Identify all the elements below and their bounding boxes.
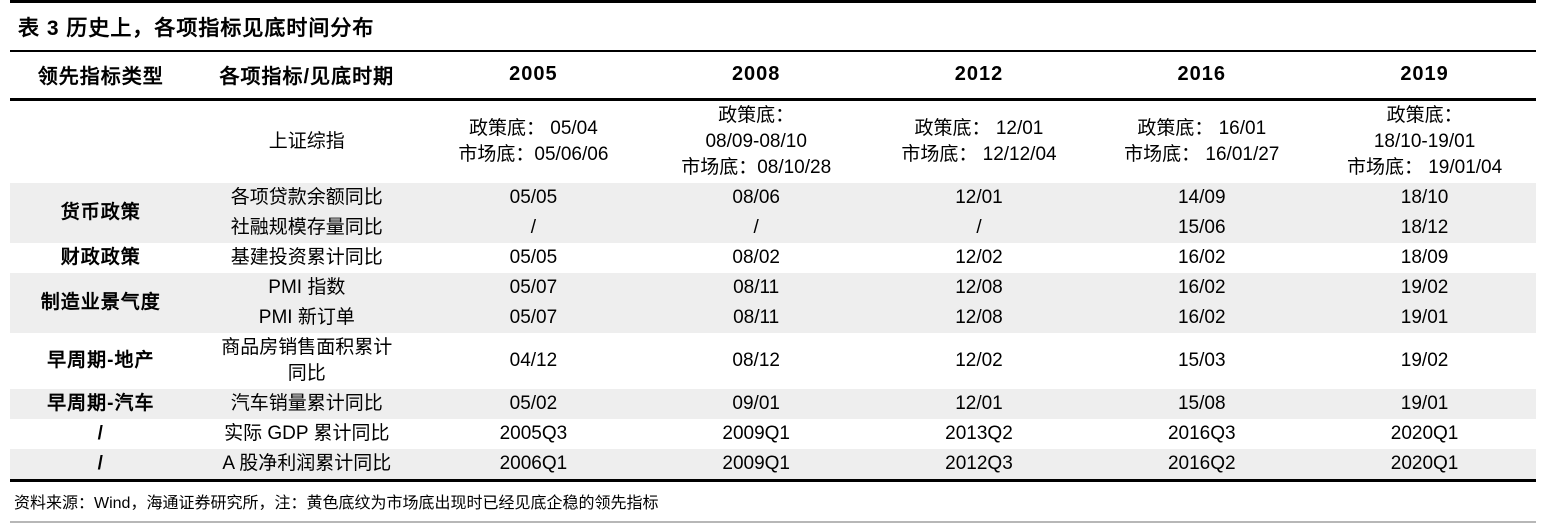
value-cell: 12/01 [867,183,1091,213]
column-header: 2005 [422,52,645,101]
table-row: 制造业景气度 PMI 指数 05/07 08/11 12/08 16/02 19/02 [10,273,1536,333]
value-cell: 政策底： 16/01 市场底： 16/01/27 [1124,118,1280,165]
value-cell: 16/02 [1090,303,1314,333]
column-header: 2016 [1090,52,1314,101]
table-row: / A 股净利润累计同比 2006Q1 2009Q1 2012Q3 2016Q2 2020Q… [10,449,1536,481]
value-cell: 2005Q3 [499,423,568,444]
value-cell: 08/06 [644,183,868,213]
value-cell: 政策底： 12/01 市场底： 12/12/04 [901,118,1057,165]
table-row: / 实际 GDP 累计同比 2005Q3 2009Q1 2013Q2 2016Q3 2020… [10,419,1536,449]
table-row: 早周期-汽车 汽车销量累计同比 05/02 09/01 12/01 15/08 19/01 [10,389,1536,419]
value-cell: 2006Q1 [422,449,645,481]
value-cell: 政策底： 08/09-08/10 市场底：08/10/28 [681,105,832,178]
indicator-cell: 汽车销量累计同比 [191,389,423,419]
value-cell: 05/02 [422,389,645,419]
value-cell: 2020Q1 [1313,449,1536,481]
header-row: 领先指标类型 各项指标/见底时期 2005 2008 2012 2016 2019 [10,52,1536,101]
value-cell: 16/02 [1090,273,1314,303]
value-cell: 2012Q3 [867,449,1091,481]
value-cell: 18/09 [1400,247,1449,268]
table-title: 表 3 历史上，各项指标见底时间分布 [10,0,1536,52]
column-header: 2008 [644,52,868,101]
value-cell: 19/02 [1400,350,1449,371]
value-cell: 2016Q3 [1167,423,1236,444]
group-cell: 早周期-地产 [47,350,155,371]
column-header: 各项指标/见底时期 [191,52,423,101]
value-cell: 15/08 [1090,389,1314,419]
value-cell: 19/02 [1313,273,1536,303]
indicator-cell: 各项贷款余额同比 [191,183,423,213]
value-cell: 05/07 [422,273,645,303]
table-row: 社融规模存量同比 / //15/06 18/12 [10,213,1536,243]
table-body: 上证综指 政策底： 05/04 市场底：05/06/06 政策底： 08/09-08… [10,100,1536,481]
table-row: PMI 新订单 05/07 08/11 12/08 16/02 19/01 [10,303,1536,333]
indicator-bottom-table: 领先指标类型 各项指标/见底时期 2005 2008 2012 2016 2019 上证综指… [10,52,1536,482]
value-cell: 12/08 [867,273,1091,303]
table-row: 货币政策 各项贷款余额同比 05/05 08/06 12/01 14/09 18/10 [10,183,1536,243]
value-cell: 09/01 [644,389,868,419]
value-cell: 2009Q1 [722,423,790,444]
value-cell: 08/02 [732,247,780,268]
value-cell: 政策底： 18/10-19/01 市场底： 19/01/04 [1346,105,1503,178]
indicator-cell: 基建投资累计同比 [230,247,383,268]
value-cell: 12/02 [955,247,1003,268]
column-header: 2019 [1313,52,1536,101]
value-cell: 19/01 [1313,389,1536,419]
value-cell: 19/01 [1313,303,1536,333]
value-cell: 12/02 [955,350,1003,371]
value-cell: 2016Q2 [1090,449,1314,481]
indicator-cell: A 股净利润累计同比 [191,449,423,481]
source-note: 资料来源：Wind，海通证券研究所，注：黄色底纹为市场底出现时已经见底企稳的领先… [10,482,1536,523]
indicator-cell: 上证综指 [268,131,345,152]
value-cell: 05/07 [422,303,645,333]
value-cell: 18/10 [1313,183,1536,213]
group-cell: 财政政策 [60,247,141,268]
value-cell: 04/12 [509,350,558,371]
value-cell: 18/12 [1313,213,1536,243]
value-cell: 2013Q2 [945,423,1013,444]
value-cell: 14/09 [1090,183,1314,213]
indicator-cell: 商品房销售面积累计 同比 [221,337,393,384]
group-cell: 制造业景气度 [10,273,192,333]
column-header: 领先指标类型 [10,52,192,101]
value-cell: / [422,213,645,243]
value-cell: 15/06 [1090,213,1314,243]
table-row: 上证综指 政策底： 05/04 市场底：05/06/06 政策底： 08/09-08… [10,100,1536,184]
value-cell: 政策底： 05/04 市场底：05/06/06 [458,118,609,165]
indicator-cell: 社融规模存量同比 [191,213,423,243]
value-cell: 2009Q1 [644,449,868,481]
value-cell: 05/05 [422,183,645,213]
value-cell: / [644,213,868,243]
table-row: 财政政策 基建投资累计同比 05/05 08/02 12/02 16/02 18/09 [10,243,1536,273]
group-cell: 早周期-汽车 [10,389,192,419]
indicator-cell: 实际 GDP 累计同比 [224,423,390,444]
value-cell: 15/03 [1177,350,1226,371]
value-cell: 16/02 [1177,247,1226,268]
value-cell: 05/05 [509,247,558,268]
column-header: 2012 [867,52,1091,101]
value-cell: 08/12 [732,350,780,371]
group-cell: 货币政策 [10,183,192,243]
value-cell: 08/11 [644,273,868,303]
group-cell [10,100,192,184]
table-row: 早周期-地产 商品房销售面积累计 同比 04/12 08/12 12/02 15/03 19… [10,333,1536,389]
value-cell: 2020Q1 [1390,423,1459,444]
value-cell: 12/08 [867,303,1091,333]
group-cell: / [97,423,104,444]
value-cell: 08/11 [644,303,868,333]
value-cell: 12/01 [867,389,1091,419]
indicator-cell: PMI 指数 [191,273,423,303]
group-cell: / [10,449,192,481]
indicator-cell: PMI 新订单 [191,303,423,333]
value-cell: / [867,213,1091,243]
